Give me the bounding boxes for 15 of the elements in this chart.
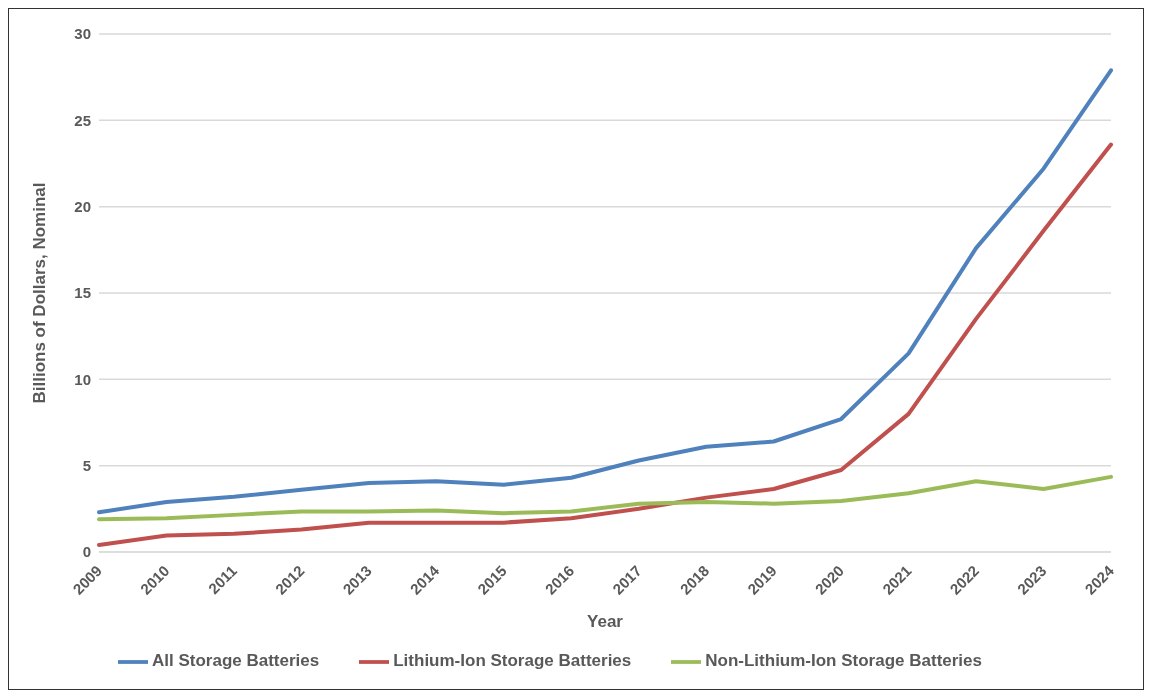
legend-label: All Storage Batteries xyxy=(152,651,320,671)
y-tick-label: 0 xyxy=(82,543,91,561)
y-tick-label: 5 xyxy=(82,456,91,474)
x-axis-title: Year xyxy=(587,612,624,631)
y-tick-label: 10 xyxy=(74,370,91,388)
line-series xyxy=(97,142,1113,548)
y-tick-label: 30 xyxy=(74,25,91,43)
line-series xyxy=(97,474,1113,522)
legend-label: Non-Lithium-Ion Storage Batteries xyxy=(705,651,982,671)
y-tick-label: 20 xyxy=(74,197,91,215)
y-tick-label: 25 xyxy=(74,111,91,129)
line-series xyxy=(97,68,1113,515)
y-tick-label: 15 xyxy=(74,284,91,302)
legend-label: Lithium-Ion Storage Batteries xyxy=(393,651,632,671)
y-axis-title: Billions of Dollars, Nominal xyxy=(30,182,50,404)
